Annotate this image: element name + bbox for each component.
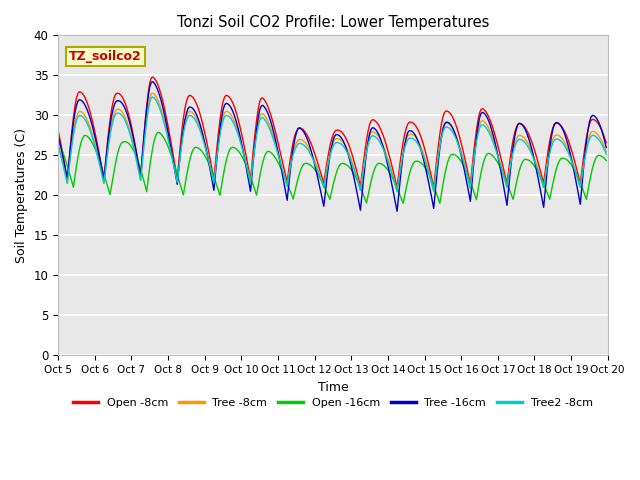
Open -8cm — [54, 128, 62, 133]
Tree2 -8cm — [602, 152, 610, 157]
Open -8cm — [219, 99, 227, 105]
Open -16cm — [54, 138, 62, 144]
Open -8cm — [602, 140, 610, 145]
Title: Tonzi Soil CO2 Profile: Lower Temperatures: Tonzi Soil CO2 Profile: Lower Temperatur… — [177, 15, 489, 30]
Tree -16cm — [602, 144, 610, 150]
Tree2 -8cm — [54, 143, 62, 148]
Tree2 -8cm — [122, 118, 129, 124]
Text: TZ_soilco2: TZ_soilco2 — [69, 50, 142, 63]
Open -8cm — [296, 125, 303, 131]
Tree -16cm — [149, 79, 157, 84]
Tree -16cm — [219, 107, 227, 113]
Line: Open -16cm: Open -16cm — [58, 132, 606, 204]
Tree -8cm — [602, 149, 610, 155]
Open -16cm — [246, 174, 254, 180]
Tree -16cm — [246, 189, 254, 194]
Tree -8cm — [246, 180, 254, 186]
Tree2 -8cm — [393, 189, 401, 194]
Open -8cm — [122, 101, 129, 107]
Open -16cm — [237, 153, 245, 158]
Tree -16cm — [122, 107, 129, 112]
Open -8cm — [393, 184, 401, 190]
Tree -8cm — [122, 115, 129, 120]
Tree -8cm — [393, 189, 401, 194]
Open -16cm — [155, 130, 163, 135]
Tree2 -8cm — [296, 141, 303, 146]
Line: Tree -8cm: Tree -8cm — [58, 93, 606, 192]
Line: Tree2 -8cm: Tree2 -8cm — [58, 97, 606, 192]
Tree2 -8cm — [575, 180, 582, 185]
Tree -8cm — [54, 141, 62, 146]
Tree -16cm — [575, 193, 582, 199]
Tree -16cm — [393, 208, 401, 214]
Open -8cm — [246, 177, 254, 182]
Tree2 -8cm — [237, 143, 245, 148]
Tree -8cm — [219, 114, 227, 120]
Open -16cm — [602, 157, 610, 163]
Tree -16cm — [296, 125, 303, 131]
Tree -8cm — [149, 90, 157, 96]
Y-axis label: Soil Temperatures (C): Soil Temperatures (C) — [15, 128, 28, 263]
Open -8cm — [149, 74, 157, 80]
Legend: Open -8cm, Tree -8cm, Open -16cm, Tree -16cm, Tree2 -8cm: Open -8cm, Tree -8cm, Open -16cm, Tree -… — [69, 393, 597, 412]
Open -8cm — [237, 130, 245, 135]
Tree -8cm — [237, 141, 245, 146]
Line: Tree -16cm: Tree -16cm — [58, 82, 606, 211]
Tree2 -8cm — [219, 118, 227, 123]
Tree -8cm — [575, 179, 582, 185]
Open -16cm — [296, 171, 303, 177]
Tree2 -8cm — [149, 94, 157, 100]
Open -8cm — [575, 174, 582, 180]
Open -16cm — [575, 176, 582, 182]
Line: Open -8cm: Open -8cm — [58, 77, 606, 187]
X-axis label: Time: Time — [317, 381, 348, 394]
Tree -16cm — [54, 132, 62, 138]
Open -16cm — [399, 201, 407, 206]
Tree -16cm — [237, 140, 245, 145]
Tree2 -8cm — [246, 180, 254, 186]
Tree -8cm — [296, 136, 303, 142]
Open -16cm — [219, 174, 227, 180]
Open -16cm — [122, 139, 129, 144]
